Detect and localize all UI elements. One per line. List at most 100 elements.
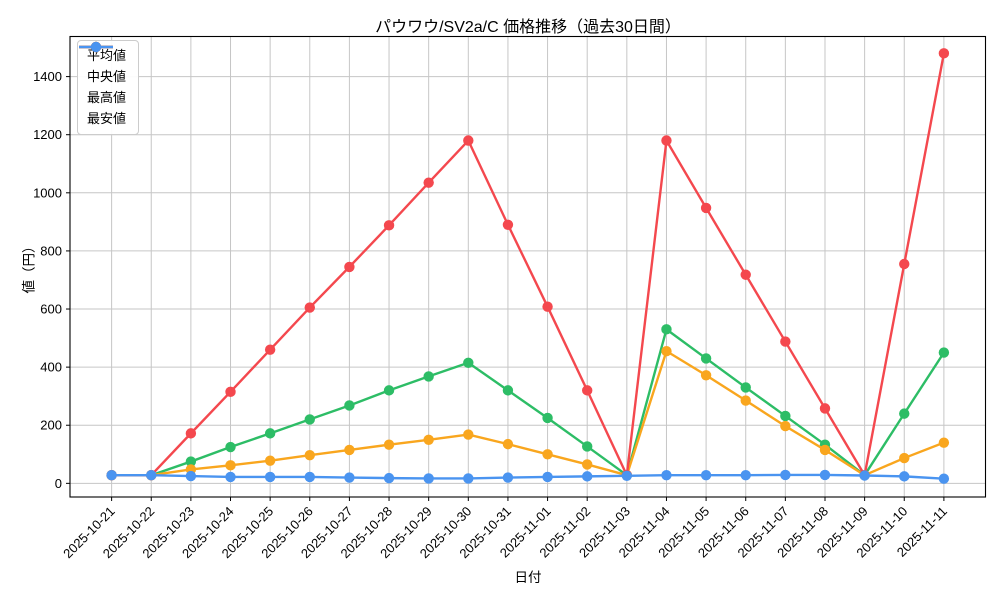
data-point-max-2025-11-11 <box>938 48 950 59</box>
data-point-min-2025-11-07 <box>780 469 791 481</box>
data-point-median-2025-10-30 <box>463 429 474 440</box>
data-point-max-2025-11-10 <box>899 258 910 270</box>
data-point-max-2025-11-01 <box>542 301 553 312</box>
data-point-avg-2025-10-26 <box>304 414 315 425</box>
data-point-avg-2025-11-01 <box>542 412 553 424</box>
data-point-min-2025-10-26 <box>304 471 315 483</box>
data-point-max-2025-10-28 <box>383 220 395 231</box>
data-point-avg-2025-11-02 <box>581 441 593 452</box>
legend-item-min: 最安値 <box>79 41 127 127</box>
legend-label-min: 最安値 <box>87 111 127 126</box>
legend-item-max: 最高値 <box>79 41 127 106</box>
data-point-min-2025-10-23 <box>185 470 197 482</box>
data-point-avg-2025-10-31 <box>502 385 514 396</box>
data-point-median-2025-10-31 <box>502 438 514 450</box>
data-point-median-2025-11-11 <box>938 437 950 448</box>
data-point-avg-2025-11-06 <box>740 382 751 393</box>
data-point-max-2025-10-24 <box>225 386 236 398</box>
legend-swatch-min <box>79 41 113 53</box>
data-point-min-2025-11-06 <box>740 470 751 481</box>
data-point-max-2025-10-23 <box>185 428 197 439</box>
legend-label-median: 中央値 <box>87 69 127 84</box>
data-point-avg-2025-10-28 <box>383 385 395 396</box>
data-point-avg-2025-11-05 <box>700 353 712 364</box>
y-tick-label: 200 <box>40 418 62 433</box>
data-point-min-2025-11-09 <box>859 470 870 481</box>
data-point-avg-2025-11-04 <box>661 324 672 335</box>
data-point-min-2025-11-02 <box>581 471 593 482</box>
series-line-avg <box>111 328 945 477</box>
series-line-min <box>111 473 944 480</box>
data-point-min-2025-11-11 <box>938 473 950 484</box>
y-tick-label: 1200 <box>33 127 62 142</box>
data-point-median-2025-11-10 <box>899 452 910 464</box>
data-point-min-2025-10-22 <box>146 470 157 481</box>
data-point-min-2025-10-27 <box>344 472 355 483</box>
data-point-median-2025-11-04 <box>661 345 672 357</box>
data-point-max-2025-10-26 <box>304 302 315 313</box>
data-point-median-2025-11-01 <box>542 449 553 460</box>
data-point-avg-2025-10-29 <box>423 371 434 382</box>
data-point-avg-2025-10-30 <box>463 357 474 368</box>
data-point-max-2025-10-29 <box>423 177 434 188</box>
data-point-max-2025-11-02 <box>581 385 593 396</box>
data-point-min-2025-11-08 <box>819 469 831 481</box>
y-tick-label: 1400 <box>33 69 62 84</box>
data-point-min-2025-10-29 <box>423 473 434 484</box>
data-point-min-2025-11-10 <box>899 471 910 482</box>
series-line-median <box>111 349 945 477</box>
data-point-max-2025-11-04 <box>661 135 672 146</box>
data-point-avg-2025-11-10 <box>899 408 910 419</box>
data-point-max-2025-10-27 <box>344 261 355 273</box>
y-tick-label: 0 <box>55 476 62 491</box>
chart-title: パウワウ/SV2a/C 価格推移（過去30日間） <box>375 19 681 36</box>
data-point-median-2025-11-07 <box>780 420 791 432</box>
y-tick-label: 800 <box>40 243 62 258</box>
data-point-max-2025-11-08 <box>819 403 831 414</box>
data-point-max-2025-10-25 <box>264 344 276 355</box>
data-point-max-2025-11-05 <box>700 202 712 214</box>
legend-item-median: 中央値 <box>79 41 127 85</box>
data-point-avg-2025-10-24 <box>225 441 236 453</box>
data-point-min-2025-11-03 <box>621 470 633 481</box>
plot-border <box>69 35 987 498</box>
y-axis-label: 値（円） <box>21 239 37 294</box>
data-point-median-2025-10-28 <box>383 439 395 450</box>
legend-label-max: 最高値 <box>87 90 127 105</box>
y-tick-label: 1000 <box>33 185 62 200</box>
data-point-median-2025-10-24 <box>225 460 236 471</box>
data-point-max-2025-10-30 <box>463 135 474 146</box>
data-point-min-2025-10-30 <box>463 473 474 484</box>
data-point-min-2025-10-31 <box>502 472 514 483</box>
data-point-avg-2025-10-27 <box>344 400 355 411</box>
data-point-median-2025-10-25 <box>264 455 276 466</box>
data-point-avg-2025-11-11 <box>938 347 950 358</box>
data-point-min-2025-11-01 <box>542 471 553 483</box>
series-line-max <box>111 53 946 477</box>
data-point-median-2025-10-27 <box>344 444 355 456</box>
data-point-median-2025-11-08 <box>819 444 831 456</box>
data-point-min-2025-10-28 <box>383 472 395 484</box>
data-point-median-2025-10-26 <box>304 449 315 461</box>
data-point-min-2025-10-21 <box>106 470 117 481</box>
data-point-median-2025-10-29 <box>423 434 434 445</box>
data-point-max-2025-11-07 <box>780 336 791 347</box>
data-point-min-2025-10-24 <box>225 471 236 483</box>
data-point-median-2025-11-06 <box>740 395 751 406</box>
x-axis-label: 日付 <box>514 570 542 585</box>
data-point-avg-2025-10-23 <box>185 456 197 467</box>
data-point-median-2025-11-02 <box>581 459 593 470</box>
data-point-max-2025-11-06 <box>740 269 751 280</box>
y-tick-label: 600 <box>40 302 62 317</box>
data-point-median-2025-11-05 <box>700 370 712 381</box>
data-point-min-2025-10-25 <box>264 471 276 483</box>
data-point-max-2025-10-31 <box>502 219 514 230</box>
chart-legend: 平均値 中央値 最高値 最安値 <box>77 40 140 135</box>
data-point-min-2025-11-05 <box>700 470 712 481</box>
data-point-min-2025-11-04 <box>661 470 672 481</box>
y-tick-label: 400 <box>40 360 62 375</box>
data-point-avg-2025-11-07 <box>780 410 791 422</box>
data-point-avg-2025-10-25 <box>264 428 276 439</box>
